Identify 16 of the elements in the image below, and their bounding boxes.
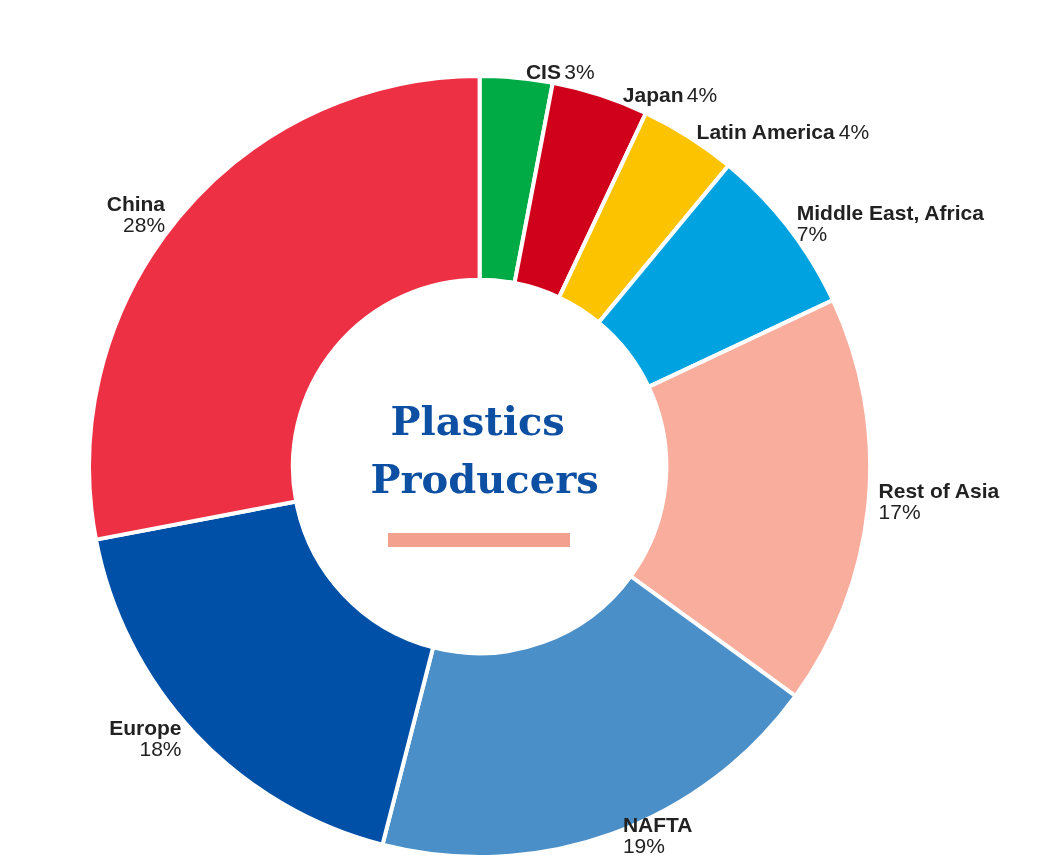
slice-label: NAFTA — [622, 813, 693, 836]
data-label: 4% — [686, 83, 718, 107]
text: Plastics Producers — [370, 396, 599, 502]
slice-label: Middle East, Africa — [796, 200, 985, 224]
slice-label: Europe — [109, 715, 182, 739]
slice-label: Rest of Asia — [878, 479, 1000, 503]
data-label: 17% — [878, 500, 921, 524]
slice-label: CIS — [525, 60, 561, 84]
slice-label: Latin America — [696, 120, 835, 144]
data-label: 7% — [796, 221, 828, 245]
data-label: 4% — [838, 120, 870, 144]
data-label: 19% — [622, 834, 665, 857]
slice-label: China — [106, 191, 166, 215]
data-label: 3% — [564, 60, 595, 84]
slice-label: Japan — [622, 83, 684, 107]
data-label: 28% — [123, 212, 166, 236]
